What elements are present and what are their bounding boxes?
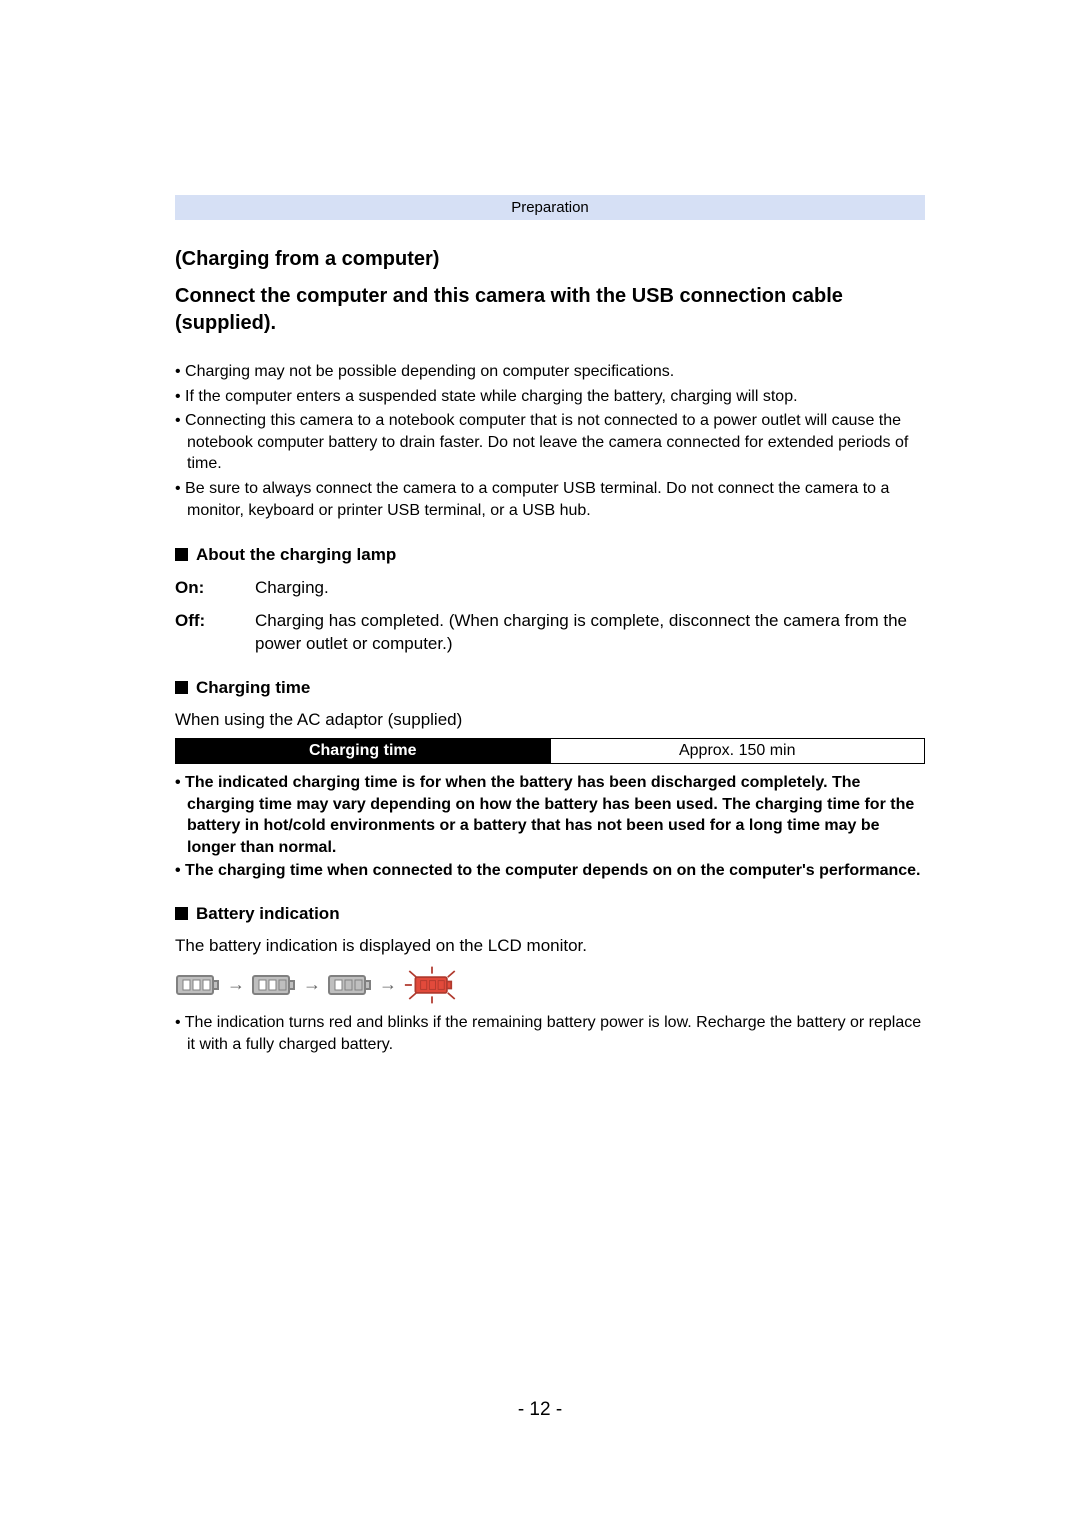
square-bullet-icon — [175, 548, 188, 561]
bold-bullet-item: The indicated charging time is for when … — [175, 772, 925, 858]
battery-level-icon — [327, 973, 373, 997]
heading-battery-indication: Battery indication — [175, 904, 925, 924]
page-number: - 12 - — [0, 1399, 1080, 1421]
charging-lamp-row: On:Charging. — [175, 577, 925, 600]
charging-lamp-row: Off:Charging has completed. (When chargi… — [175, 610, 925, 656]
title-connect-instruction: Connect the computer and this camera wit… — [175, 283, 925, 337]
section-header-label: Preparation — [511, 199, 589, 216]
bullet-list-battery-footnote: The indication turns red and blinks if t… — [175, 1012, 925, 1055]
note-battery-indication: The battery indication is displayed on t… — [175, 936, 925, 956]
bold-bullet-item: The charging time when connected to the … — [175, 860, 925, 882]
lamp-state-desc: Charging has completed. (When charging i… — [255, 610, 925, 656]
arrow-right-icon: → — [379, 974, 397, 995]
section-header-band: Preparation — [175, 195, 925, 220]
heading-text: Battery indication — [196, 904, 340, 923]
lamp-state-label: Off: — [175, 610, 255, 656]
square-bullet-icon — [175, 907, 188, 920]
bullet-item: Be sure to always connect the camera to … — [175, 478, 925, 521]
battery-empty-blinking-icon — [403, 964, 461, 1006]
battery-icon-sequence: → → → — [175, 964, 925, 1006]
heading-charging-time: Charging time — [175, 678, 925, 698]
bullet-item: Charging may not be possible depending o… — [175, 361, 925, 383]
bullet-list-charging-notes: Charging may not be possible depending o… — [175, 361, 925, 521]
bullet-item: If the computer enters a suspended state… — [175, 386, 925, 408]
heading-text: Charging time — [196, 678, 310, 697]
footnote-battery-low: The indication turns red and blinks if t… — [175, 1012, 925, 1055]
battery-level-icon — [251, 973, 297, 997]
lamp-state-desc: Charging. — [255, 577, 925, 600]
table-header-charging-time: Charging time — [176, 738, 551, 763]
arrow-right-icon: → — [227, 974, 245, 995]
bullet-item: Connecting this camera to a notebook com… — [175, 410, 925, 475]
table-charging-time: Charging time Approx. 150 min — [175, 738, 925, 764]
note-ac-adaptor: When using the AC adaptor (supplied) — [175, 710, 925, 730]
bullet-list-bold-notes: The indicated charging time is for when … — [175, 772, 925, 882]
title-charging-from-computer: (Charging from a computer) — [175, 248, 925, 271]
heading-text: About the charging lamp — [196, 545, 396, 564]
lamp-state-label: On: — [175, 577, 255, 600]
battery-level-icon — [175, 973, 221, 997]
arrow-right-icon: → — [303, 974, 321, 995]
heading-about-charging-lamp: About the charging lamp — [175, 545, 925, 565]
square-bullet-icon — [175, 681, 188, 694]
table-cell-charging-value: Approx. 150 min — [550, 738, 925, 763]
